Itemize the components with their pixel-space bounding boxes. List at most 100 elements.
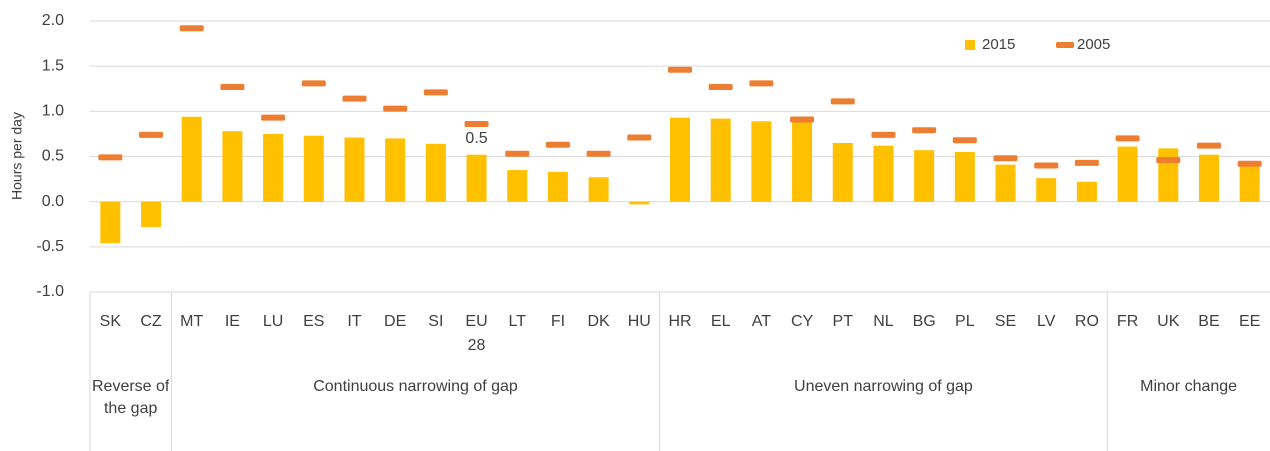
y-tick-label: 0.0 xyxy=(42,193,64,210)
bar xyxy=(344,137,365,202)
marker-2005 xyxy=(708,83,733,90)
bar xyxy=(710,118,731,202)
bar xyxy=(181,116,202,202)
bar xyxy=(1239,165,1260,202)
bar xyxy=(547,171,568,202)
group-label-box: Continuous narrowing of gap xyxy=(313,378,518,395)
marker-2005 xyxy=(261,114,286,121)
marker-2005 xyxy=(952,137,977,144)
x-tick-label: IT xyxy=(347,313,361,330)
group-label-box: Minor change xyxy=(1140,378,1238,395)
marker-2005 xyxy=(830,98,855,105)
bar xyxy=(1117,146,1138,202)
group-label: Continuous narrowing of gap xyxy=(313,378,518,395)
marker-2005 xyxy=(1115,135,1140,142)
group-label: Uneven narrowing of gap xyxy=(794,378,973,395)
group-label: Reverse of the gap xyxy=(92,378,170,417)
marker-2005 xyxy=(505,150,530,157)
x-tick-label: BG xyxy=(913,313,936,330)
bar xyxy=(100,201,121,244)
marker-2005 xyxy=(220,83,245,90)
x-tick-label: EU 28 xyxy=(465,313,487,354)
x-tick-label: PL xyxy=(955,313,975,330)
bar xyxy=(670,117,690,202)
bar xyxy=(792,121,813,202)
marker-2005 xyxy=(790,116,815,123)
bar xyxy=(303,135,324,202)
x-tick-label: SK xyxy=(100,313,122,330)
bar xyxy=(751,121,772,202)
marker-2005 xyxy=(1034,162,1059,169)
bar xyxy=(263,133,284,202)
y-tick-label: 2.0 xyxy=(42,12,64,29)
x-tick-label: FI xyxy=(551,313,565,330)
x-tick-label: MT xyxy=(180,313,203,330)
x-tick-label: RO xyxy=(1075,313,1099,330)
marker-2005 xyxy=(993,155,1018,162)
x-tick-label: ES xyxy=(303,313,324,330)
x-tick-label: LT xyxy=(508,313,526,330)
bar xyxy=(832,142,853,202)
bar xyxy=(222,131,243,202)
bar xyxy=(954,151,975,202)
bar xyxy=(141,201,162,227)
marker-2005 xyxy=(627,134,652,141)
y-tick-label: 1.5 xyxy=(42,57,64,74)
bar xyxy=(873,145,894,202)
x-tick-label: NL xyxy=(873,313,894,330)
bar xyxy=(914,150,935,202)
marker-2005 xyxy=(98,154,123,161)
bar xyxy=(1158,148,1179,202)
bar xyxy=(385,138,406,202)
x-tick-label: AT xyxy=(752,313,771,330)
marker-2005 xyxy=(912,127,937,134)
x-tick-label: HU xyxy=(628,313,651,330)
marker-2005 xyxy=(301,80,326,87)
marker-2005 xyxy=(668,66,692,73)
bar xyxy=(425,143,446,202)
legend-label: 2015 xyxy=(982,36,1015,53)
bar xyxy=(629,201,650,205)
x-tick-label: SE xyxy=(995,313,1016,330)
x-tick-label: PT xyxy=(833,313,854,330)
marker-2005 xyxy=(423,89,448,96)
x-tick-label: EE xyxy=(1239,313,1260,330)
x-tick-label: FR xyxy=(1117,313,1138,330)
marker-2005 xyxy=(545,141,570,148)
x-tick-label: LV xyxy=(1037,313,1056,330)
group-label-box: Uneven narrowing of gap xyxy=(794,378,973,395)
marker-2005 xyxy=(179,25,204,32)
y-tick-label: -0.5 xyxy=(36,238,64,255)
bar xyxy=(1036,178,1057,202)
marker-2005 xyxy=(1237,160,1262,167)
x-tick-label: DK xyxy=(588,313,611,330)
marker-2005 xyxy=(383,105,408,112)
group-label: Minor change xyxy=(1140,378,1238,395)
x-tick-label: UK xyxy=(1157,313,1180,330)
legend-swatch xyxy=(965,40,975,50)
marker-2005 xyxy=(749,80,774,87)
marker-2005 xyxy=(139,131,164,138)
bar xyxy=(995,164,1016,202)
x-tick-label: HR xyxy=(668,313,691,330)
x-tick-label: CY xyxy=(791,313,814,330)
x-tick-label: LU xyxy=(263,313,283,330)
y-axis-label: Hours per day xyxy=(9,112,25,200)
x-tick-label: CZ xyxy=(140,313,162,330)
marker-2005 xyxy=(1196,142,1221,149)
data-label: 0.5 xyxy=(465,130,487,147)
x-tick-label: DE xyxy=(384,313,406,330)
legend-swatch xyxy=(1056,42,1074,48)
marker-2005 xyxy=(1156,157,1181,164)
bar xyxy=(588,177,609,202)
bar xyxy=(1198,154,1219,202)
marker-2005 xyxy=(1074,159,1099,166)
marker-2005 xyxy=(464,120,489,127)
legend-label: 2005 xyxy=(1077,36,1110,53)
marker-2005 xyxy=(342,95,367,102)
x-tick-label: BE xyxy=(1198,313,1219,330)
y-tick-label: 1.0 xyxy=(42,103,64,120)
y-tick-label: 0.5 xyxy=(42,148,64,165)
x-tick-label: SI xyxy=(428,313,443,330)
